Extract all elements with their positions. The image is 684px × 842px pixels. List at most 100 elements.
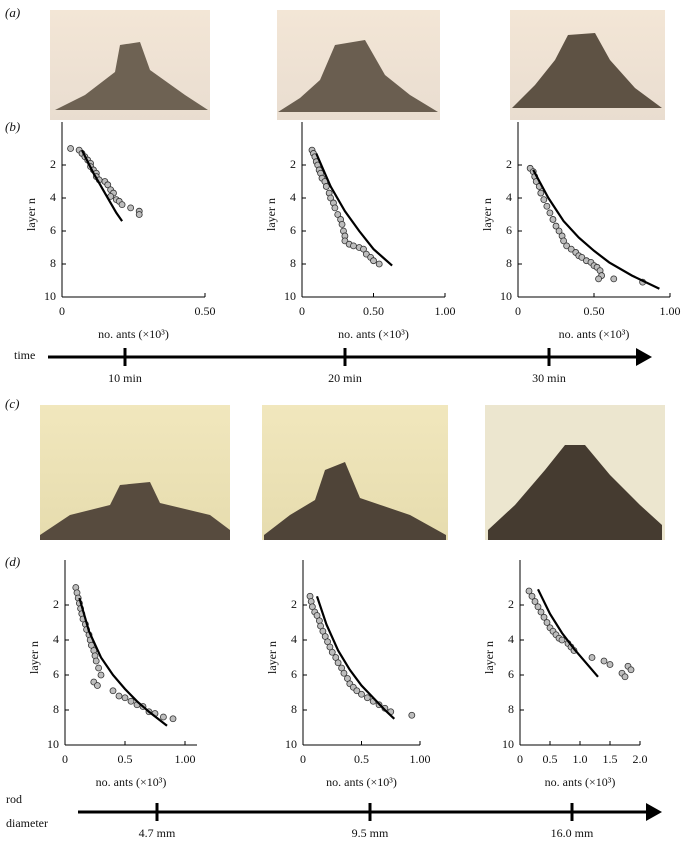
arrow-head bbox=[646, 803, 662, 821]
fit-curve bbox=[81, 149, 124, 222]
y-tick-label: 8 bbox=[50, 256, 56, 270]
data-point bbox=[118, 201, 126, 209]
data-point bbox=[558, 636, 566, 644]
x-tick-label: 0.5 bbox=[118, 752, 133, 766]
y-tick-label: 2 bbox=[291, 597, 297, 611]
fit-curve bbox=[537, 588, 599, 678]
x-tick-label: 0.5 bbox=[543, 752, 558, 766]
chart: 2 4 6 8 100 0.5 1.00 layer n no. ants (×10³) bbox=[265, 560, 431, 789]
data-point bbox=[97, 671, 105, 679]
x-axis-label: no. ants (×10³) bbox=[545, 775, 616, 789]
data-point bbox=[588, 654, 596, 661]
panel-label: (c) bbox=[5, 396, 19, 411]
y-tick-label: 4 bbox=[50, 190, 56, 204]
data-point bbox=[115, 692, 123, 700]
y-axis-label: layer n bbox=[480, 198, 494, 231]
data-point bbox=[525, 587, 533, 595]
data-point bbox=[627, 666, 635, 674]
timeline-label: rod bbox=[6, 792, 22, 806]
y-tick-label: 4 bbox=[291, 632, 297, 646]
data-point bbox=[600, 657, 608, 665]
x-axis-label: no. ants (×10³) bbox=[338, 327, 409, 341]
data-point bbox=[135, 211, 143, 218]
ant-pile bbox=[512, 33, 662, 108]
timeline-label: time bbox=[14, 348, 35, 362]
x-tick-label: 0 bbox=[59, 304, 65, 318]
ant-pile bbox=[264, 462, 446, 540]
y-tick-label: 8 bbox=[290, 256, 296, 270]
y-tick-label: 2 bbox=[506, 157, 512, 171]
x-tick-label: 0 bbox=[299, 304, 305, 318]
data-point bbox=[370, 257, 377, 265]
y-tick-label: 10 bbox=[285, 737, 297, 751]
y-tick-label: 6 bbox=[291, 667, 297, 681]
data-point bbox=[408, 711, 416, 719]
data-point bbox=[127, 204, 135, 212]
y-tick-label: 8 bbox=[508, 702, 514, 716]
y-tick-label: 6 bbox=[508, 667, 514, 681]
x-tick-label: 1.00 bbox=[435, 304, 456, 318]
y-tick-label: 10 bbox=[502, 737, 514, 751]
y-tick-label: 10 bbox=[47, 737, 59, 751]
data-point bbox=[610, 275, 618, 283]
data-point bbox=[606, 661, 614, 668]
panel-label: (a) bbox=[5, 5, 20, 20]
data-point bbox=[322, 183, 330, 190]
x-axis-label: no. ants (×10³) bbox=[559, 327, 630, 341]
y-tick-label: 2 bbox=[508, 597, 514, 611]
data-point bbox=[340, 669, 348, 677]
ant-pile bbox=[55, 42, 208, 110]
y-axis-label: layer n bbox=[265, 641, 279, 674]
fit-curve bbox=[315, 595, 396, 720]
data-point bbox=[159, 713, 167, 721]
y-tick-label: 6 bbox=[290, 223, 296, 237]
timeline-tick-label: 16.0 mm bbox=[551, 826, 594, 840]
x-tick-label: 1.0 bbox=[573, 752, 588, 766]
fit-curve bbox=[315, 153, 393, 267]
x-tick-label: 0 bbox=[62, 752, 68, 766]
data-point bbox=[563, 242, 571, 250]
x-tick-label: 0.50 bbox=[363, 304, 384, 318]
y-tick-label: 8 bbox=[291, 702, 297, 716]
photos-a bbox=[50, 10, 665, 120]
timeline-tick-label: 4.7 mm bbox=[139, 826, 176, 840]
panel-label: (b) bbox=[5, 119, 20, 134]
y-tick-label: 2 bbox=[290, 157, 296, 171]
fit-curve bbox=[78, 597, 168, 727]
timeline-label: diameter bbox=[6, 816, 48, 830]
chart: 2 4 6 8 100 0.5 1.00 layer n no. ants (×10³) bbox=[27, 560, 197, 789]
y-axis-label: layer n bbox=[482, 641, 496, 674]
data-point bbox=[121, 694, 129, 702]
x-axis-label: no. ants (×10³) bbox=[98, 327, 169, 341]
data-point bbox=[567, 245, 575, 253]
y-tick-label: 2 bbox=[53, 597, 59, 611]
y-tick-label: 6 bbox=[53, 667, 59, 681]
chart: 2 4 6 8 100 0.5 1.0 1.5 2.0 layer n no. ants (×10³… bbox=[482, 560, 648, 789]
y-tick-label: 8 bbox=[506, 256, 512, 270]
data-point bbox=[169, 715, 177, 723]
data-point bbox=[531, 598, 539, 605]
data-point bbox=[338, 220, 346, 228]
timeline-tick-label: 20 min bbox=[328, 371, 362, 385]
x-tick-label: 0.50 bbox=[584, 304, 605, 318]
data-point bbox=[540, 613, 548, 621]
chart: 2 4 6 8 100 0.50 1.00 layer n no. ants (×10³) bbox=[480, 122, 681, 341]
data-point bbox=[95, 664, 102, 672]
ant-pile bbox=[40, 482, 230, 540]
y-tick-label: 4 bbox=[508, 632, 514, 646]
data-point bbox=[621, 673, 629, 681]
x-tick-label: 1.00 bbox=[410, 752, 431, 766]
y-tick-label: 8 bbox=[53, 702, 59, 716]
data-point bbox=[109, 687, 117, 695]
x-tick-label: 1.00 bbox=[175, 752, 196, 766]
timeline-tick-label: 10 min bbox=[108, 371, 142, 385]
timeline-tick-label: 9.5 mm bbox=[352, 826, 389, 840]
x-axis-label: no. ants (×10³) bbox=[96, 775, 167, 789]
data-point bbox=[546, 209, 554, 217]
data-point bbox=[360, 245, 367, 253]
x-tick-label: 0 bbox=[300, 752, 306, 766]
data-point bbox=[537, 608, 545, 616]
data-point bbox=[92, 657, 100, 665]
x-tick-label: 1.00 bbox=[660, 304, 681, 318]
data-point bbox=[350, 242, 357, 250]
